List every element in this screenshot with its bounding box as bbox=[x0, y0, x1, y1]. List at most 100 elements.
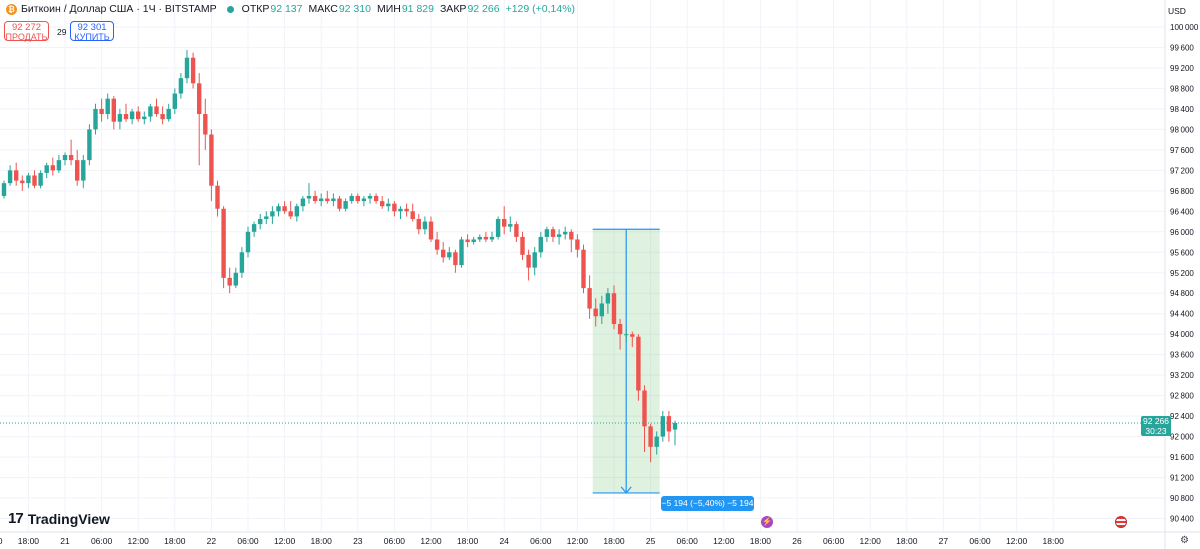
time-tick-label: 22 bbox=[207, 536, 217, 546]
candle-body bbox=[575, 239, 580, 250]
us-flag-event-icon[interactable] bbox=[1115, 516, 1127, 528]
candle bbox=[38, 170, 43, 189]
candle-body bbox=[422, 221, 428, 230]
candle bbox=[489, 231, 495, 243]
tradingview-logo[interactable]: 17 TradingView bbox=[8, 510, 110, 527]
candle bbox=[611, 285, 617, 330]
time-tick-label: 27 bbox=[939, 536, 949, 546]
candle-body bbox=[489, 236, 495, 240]
measure-tool[interactable] bbox=[592, 228, 660, 494]
candle bbox=[331, 193, 336, 207]
candle bbox=[44, 162, 49, 179]
price-tick-label: 98 000 bbox=[1170, 125, 1194, 134]
sell-button[interactable]: 92 272 ПРОДАТЬ bbox=[4, 21, 49, 42]
candle bbox=[624, 329, 629, 342]
candle-body bbox=[251, 224, 257, 232]
candle bbox=[264, 211, 269, 225]
time-tick-label: 18:00 bbox=[603, 536, 625, 546]
candle bbox=[441, 242, 446, 263]
time-tick-label: 06:00 bbox=[530, 536, 552, 546]
candle bbox=[465, 234, 470, 248]
candle bbox=[538, 231, 543, 258]
candle-body bbox=[465, 239, 470, 243]
candle-body bbox=[276, 206, 281, 212]
candle-body bbox=[111, 98, 116, 122]
price-tick-label: 95 200 bbox=[1170, 269, 1194, 278]
price-tick-label: 95 600 bbox=[1170, 248, 1194, 257]
candle-body bbox=[398, 208, 403, 212]
candle-body bbox=[331, 198, 336, 202]
candle-body bbox=[434, 239, 440, 250]
candle-body bbox=[483, 236, 489, 240]
candle bbox=[447, 247, 452, 260]
candle-body bbox=[556, 234, 562, 237]
time-tick-label: 06:00 bbox=[91, 536, 113, 546]
currency-selector[interactable]: USD bbox=[1168, 6, 1186, 16]
candle bbox=[184, 50, 190, 84]
price-axis[interactable]: 100 000 99 600 99 200 98 800 98 400 98 000 97 … bbox=[1170, 23, 1199, 524]
candle-body bbox=[599, 303, 604, 317]
candle bbox=[209, 129, 214, 202]
settings-icon[interactable]: ⚙ bbox=[1180, 535, 1189, 546]
price-tick-label: 96 000 bbox=[1170, 228, 1194, 237]
candle bbox=[343, 198, 348, 212]
candle bbox=[569, 229, 574, 253]
candle bbox=[227, 267, 232, 294]
high-value: 92 310 bbox=[338, 3, 371, 15]
candle bbox=[203, 98, 208, 150]
candle bbox=[239, 247, 245, 278]
candle bbox=[215, 180, 220, 217]
candle-body bbox=[453, 252, 458, 266]
candle-body bbox=[361, 198, 367, 202]
candle bbox=[666, 411, 672, 442]
spread-value: 29 bbox=[57, 27, 67, 37]
candle bbox=[672, 420, 678, 446]
candle bbox=[550, 226, 556, 243]
candle-body bbox=[630, 334, 635, 337]
low-value: 91 829 bbox=[401, 3, 434, 15]
open-value: 92 137 bbox=[270, 3, 303, 15]
price-tick-label: 92 400 bbox=[1170, 412, 1194, 421]
candle bbox=[288, 201, 293, 219]
time-tick-label: 06:00 bbox=[969, 536, 991, 546]
close-value: 92 266 bbox=[467, 3, 500, 15]
candle-body bbox=[32, 175, 37, 186]
price-tick-label: 94 800 bbox=[1170, 289, 1194, 298]
candle-body bbox=[312, 195, 318, 202]
candle-body bbox=[239, 252, 245, 273]
candle-body bbox=[129, 111, 135, 120]
candle bbox=[581, 244, 586, 294]
candle bbox=[630, 331, 635, 347]
candle-body bbox=[123, 114, 129, 120]
candle-body bbox=[642, 390, 647, 427]
time-tick-label: 23 bbox=[353, 536, 363, 546]
buy-label: КУПИТЬ bbox=[74, 32, 110, 42]
close-label: ЗАКР bbox=[439, 3, 467, 15]
candle-body bbox=[87, 129, 92, 161]
candle-body bbox=[99, 108, 104, 115]
lightning-event-icon[interactable]: ⚡ bbox=[761, 516, 773, 528]
candle-body bbox=[587, 288, 592, 309]
candle-body bbox=[581, 249, 586, 289]
candle bbox=[337, 195, 342, 212]
price-tick-label: 91 200 bbox=[1170, 474, 1194, 483]
candle bbox=[617, 318, 623, 350]
symbol-title[interactable]: Биткоин / Доллар США · 1Ч · BITSTAMP bbox=[21, 3, 217, 15]
candle-body bbox=[508, 224, 513, 227]
current-price-label: 92 266 bbox=[1143, 416, 1169, 426]
time-tick-label: 06:00 bbox=[823, 536, 845, 546]
price-tick-label: 100 000 bbox=[1170, 23, 1199, 32]
time-axis[interactable]: 06:00 12:00 18:00 21 06:00 12:00 18:00 22 06:00 1… bbox=[0, 536, 1064, 546]
measure-label[interactable]: −5 194 (−5,40%) −5 194 bbox=[661, 496, 754, 511]
time-tick-label: 18:00 bbox=[311, 536, 333, 546]
candle-body bbox=[563, 231, 568, 235]
candle-body bbox=[68, 155, 74, 161]
candle bbox=[563, 226, 568, 240]
candle-body bbox=[209, 134, 214, 186]
buy-button[interactable]: 92 301 КУПИТЬ bbox=[70, 21, 114, 42]
candle-body bbox=[605, 293, 611, 304]
price-tick-label: 91 600 bbox=[1170, 453, 1194, 462]
time-tick-label: 12:00 bbox=[128, 536, 150, 546]
candle bbox=[136, 106, 141, 122]
